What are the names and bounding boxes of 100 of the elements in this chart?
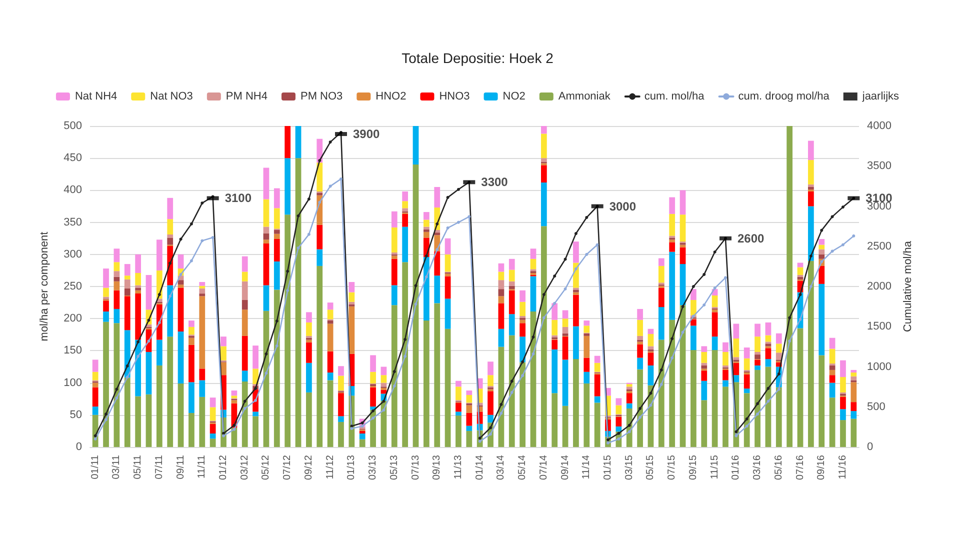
bar bbox=[167, 238, 174, 245]
y-tick-label: 50 bbox=[70, 408, 82, 421]
x-tick-label: 11/11 bbox=[196, 454, 208, 479]
bar bbox=[306, 322, 312, 336]
bar bbox=[167, 336, 174, 447]
data-label: 3300 bbox=[481, 175, 508, 190]
bar bbox=[701, 362, 708, 366]
bar bbox=[754, 324, 760, 337]
x-tick-label: 09/15 bbox=[688, 454, 699, 480]
bar bbox=[338, 416, 344, 422]
bar bbox=[594, 356, 600, 363]
bar bbox=[840, 420, 846, 447]
bar bbox=[701, 380, 708, 400]
bar bbox=[669, 320, 676, 447]
x-tick-label: 11/12 bbox=[324, 454, 336, 480]
bar bbox=[220, 346, 226, 360]
bar bbox=[124, 296, 130, 330]
bar bbox=[434, 303, 440, 447]
bar bbox=[252, 346, 258, 369]
bar bbox=[508, 286, 515, 290]
bar bbox=[146, 274, 152, 310]
bar bbox=[508, 270, 515, 282]
bar bbox=[754, 365, 760, 370]
bar bbox=[466, 405, 472, 413]
bar bbox=[359, 434, 366, 440]
x-tick-label: 01/14 bbox=[474, 454, 486, 480]
bar bbox=[327, 351, 334, 373]
x-tick-label: 05/12 bbox=[260, 454, 272, 480]
bar bbox=[744, 374, 750, 389]
bar bbox=[242, 370, 248, 382]
data-label: 2600 bbox=[737, 231, 765, 246]
y2-tick-label: 0 bbox=[867, 441, 874, 453]
x-tick-label: 01/15 bbox=[602, 454, 614, 480]
bar bbox=[316, 192, 323, 196]
x-tick-label: 11/14 bbox=[581, 454, 592, 480]
bar bbox=[114, 281, 120, 290]
bar bbox=[648, 365, 654, 386]
bar bbox=[850, 411, 857, 419]
bar bbox=[658, 288, 664, 308]
bar bbox=[573, 294, 579, 326]
bar bbox=[135, 254, 141, 274]
legend-label: jaarlijks bbox=[861, 90, 900, 102]
bar bbox=[850, 402, 857, 412]
bar bbox=[722, 380, 728, 387]
bar bbox=[594, 402, 600, 447]
y-tick-label: 400 bbox=[64, 184, 82, 196]
bar bbox=[370, 387, 376, 407]
bar bbox=[231, 396, 238, 398]
bar bbox=[199, 294, 206, 296]
bar bbox=[562, 326, 568, 334]
bar bbox=[316, 266, 323, 447]
bar bbox=[114, 248, 120, 262]
bar bbox=[530, 312, 536, 447]
bar bbox=[658, 258, 664, 266]
bar bbox=[722, 370, 728, 380]
bar bbox=[263, 240, 270, 244]
bar bbox=[284, 158, 291, 215]
bar bbox=[178, 288, 184, 332]
bar bbox=[818, 266, 825, 284]
bar bbox=[391, 305, 398, 447]
bar bbox=[540, 226, 547, 447]
bar bbox=[829, 398, 836, 447]
bar bbox=[92, 387, 98, 407]
bar bbox=[552, 320, 558, 336]
bar bbox=[210, 434, 216, 439]
bar bbox=[669, 252, 676, 320]
bar bbox=[274, 208, 280, 229]
bar bbox=[156, 365, 162, 447]
bar bbox=[391, 285, 398, 306]
bar bbox=[412, 126, 419, 165]
bar bbox=[178, 280, 184, 285]
bar bbox=[424, 229, 430, 232]
bar bbox=[156, 340, 162, 366]
bar bbox=[648, 328, 654, 334]
bar bbox=[776, 333, 782, 344]
bar bbox=[456, 386, 462, 400]
bar bbox=[520, 336, 526, 362]
bar bbox=[488, 362, 494, 376]
bar bbox=[263, 310, 270, 447]
bar bbox=[626, 384, 632, 387]
bar bbox=[765, 359, 772, 367]
x-tick-label: 07/12 bbox=[282, 454, 294, 480]
y-tick-label: 0 bbox=[76, 441, 82, 453]
bar bbox=[424, 320, 430, 447]
bar bbox=[444, 298, 451, 329]
legend-label: Ammoniak bbox=[558, 90, 611, 102]
bar bbox=[306, 392, 312, 447]
bar bbox=[520, 302, 526, 316]
bar bbox=[295, 126, 302, 158]
bar bbox=[242, 336, 248, 371]
bar bbox=[199, 282, 206, 286]
bar bbox=[829, 365, 836, 370]
bar bbox=[199, 296, 206, 369]
bar bbox=[637, 344, 643, 358]
bar bbox=[456, 402, 462, 412]
bar bbox=[380, 366, 387, 376]
bar bbox=[199, 288, 206, 294]
bar bbox=[274, 188, 280, 208]
data-label: 3000 bbox=[609, 199, 636, 214]
bar bbox=[124, 288, 130, 296]
